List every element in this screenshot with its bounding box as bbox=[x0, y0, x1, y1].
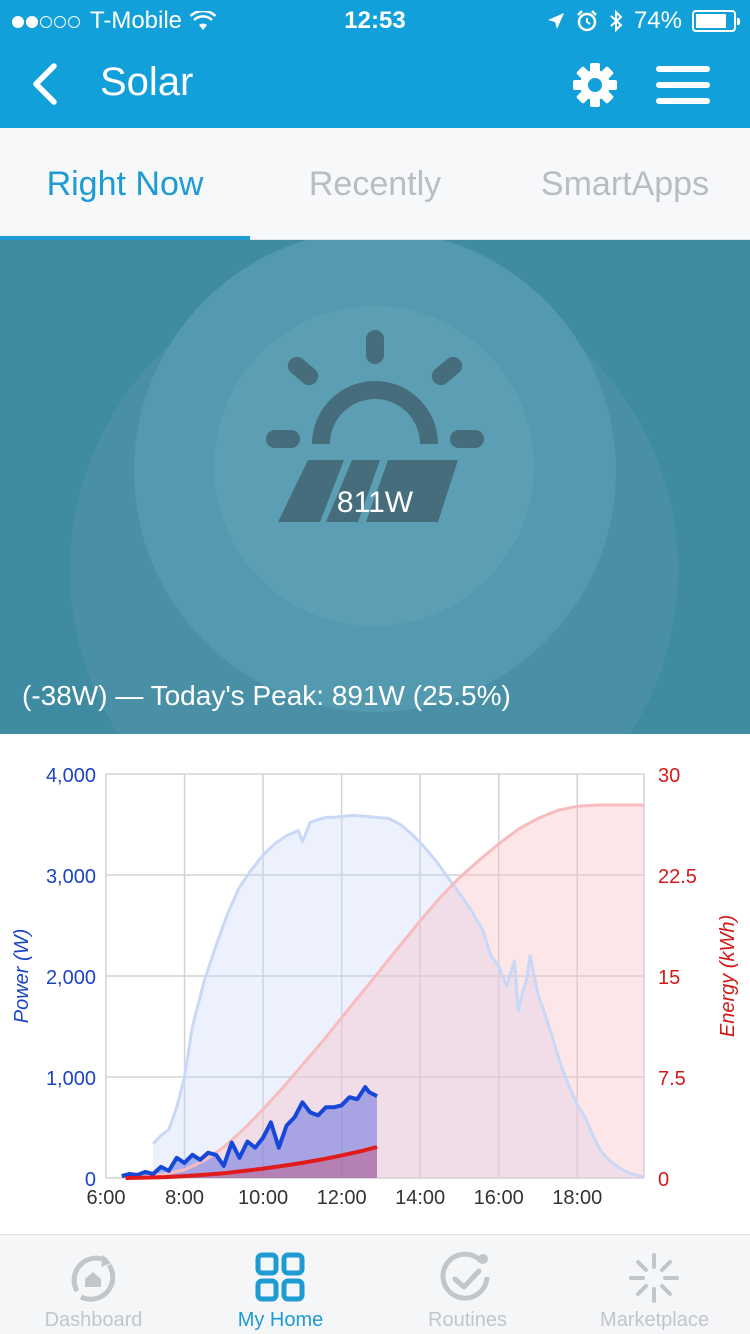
hamburger-menu-icon[interactable] bbox=[656, 66, 710, 104]
marketplace-icon bbox=[629, 1253, 679, 1303]
y-right-tick-label: 30 bbox=[658, 765, 680, 787]
series-line bbox=[125, 1145, 378, 1180]
series-line bbox=[121, 1085, 378, 1178]
carrier-name: T-Mobile bbox=[90, 7, 183, 34]
wifi-icon bbox=[190, 11, 217, 30]
series-area bbox=[125, 1147, 377, 1178]
series-area bbox=[121, 1087, 377, 1178]
gear-icon[interactable] bbox=[572, 62, 618, 108]
tab-smartapps[interactable]: SmartApps bbox=[540, 165, 710, 203]
back-chevron-icon[interactable] bbox=[26, 60, 66, 108]
tab-marketplace[interactable]: Marketplace bbox=[561, 1235, 748, 1334]
x-tick-label: 6:00 bbox=[87, 1187, 126, 1209]
tab-label: Marketplace bbox=[600, 1309, 709, 1331]
series-area bbox=[125, 805, 645, 1178]
y-right-tick-label: 22.5 bbox=[658, 866, 697, 888]
alarm-icon bbox=[577, 10, 597, 32]
y-left-tick-label: 0 bbox=[85, 1169, 96, 1191]
status-bar: T-Mobile 12:53 74% bbox=[0, 0, 750, 40]
x-tick-label: 14:00 bbox=[395, 1187, 445, 1209]
y-right-tick-label: 7.5 bbox=[658, 1068, 686, 1090]
series-line bbox=[152, 813, 645, 1179]
solar-status-panel: 811W (-38W) — Today's Peak: 891W (25.5%) bbox=[0, 240, 750, 734]
x-tick-label: 16:00 bbox=[474, 1187, 524, 1209]
tab-right-now[interactable]: Right Now bbox=[46, 165, 204, 203]
x-tick-label: 12:00 bbox=[317, 1187, 367, 1209]
y-left-tick-label: 4,000 bbox=[46, 765, 96, 787]
tab-routines[interactable]: Routines bbox=[374, 1235, 561, 1334]
signal-strength-icon bbox=[12, 7, 82, 35]
y-left-tick-label: 3,000 bbox=[46, 866, 96, 888]
nav-bar: Solar bbox=[0, 40, 750, 128]
battery-percent: 74% bbox=[633, 7, 682, 34]
routines-icon bbox=[440, 1251, 490, 1301]
y-left-tick-label: 1,000 bbox=[46, 1068, 96, 1090]
page-title: Solar bbox=[100, 60, 194, 104]
tab-label: Routines bbox=[428, 1309, 507, 1331]
peak-summary: (-38W) — Today's Peak: 891W (25.5%) bbox=[22, 680, 511, 711]
y-right-tick-label: 15 bbox=[658, 967, 680, 989]
x-tick-label: 8:00 bbox=[165, 1187, 204, 1209]
current-power-value: 811W bbox=[336, 486, 414, 519]
tab-label: Dashboard bbox=[44, 1309, 143, 1331]
tab-dashboard[interactable]: Dashboard bbox=[0, 1235, 187, 1334]
y-left-tick-label: 2,000 bbox=[46, 967, 96, 989]
tab-label: My Home bbox=[237, 1309, 324, 1331]
location-icon bbox=[547, 13, 564, 29]
bluetooth-icon bbox=[610, 9, 623, 33]
grid-icon bbox=[255, 1252, 305, 1302]
battery-icon bbox=[692, 10, 740, 32]
solar-panel-sun-icon bbox=[266, 330, 484, 522]
segment-tabs: Right Now Recently SmartApps bbox=[0, 128, 750, 240]
clock: 12:53 bbox=[344, 7, 406, 34]
tab-recently[interactable]: Recently bbox=[308, 165, 442, 203]
dashboard-icon bbox=[71, 1255, 116, 1302]
x-tick-label: 18:00 bbox=[552, 1187, 602, 1209]
series-line bbox=[125, 803, 644, 1180]
active-tab-indicator bbox=[0, 236, 250, 240]
series-area bbox=[153, 815, 644, 1178]
power-energy-chart: 4,000 3,000 2,000 1,000 0 30 22.5 15 7.5 0 6:00 8:0… bbox=[0, 736, 750, 1230]
y-right-axis-title: Energy (kWh) bbox=[717, 915, 739, 1037]
bottom-tab-bar: Dashboard My Home Routines bbox=[0, 1234, 750, 1334]
tab-my-home[interactable]: My Home bbox=[187, 1235, 374, 1334]
y-left-axis-title: Power (W) bbox=[11, 929, 33, 1023]
y-right-tick-label: 0 bbox=[658, 1169, 669, 1191]
x-tick-label: 10:00 bbox=[238, 1187, 288, 1209]
